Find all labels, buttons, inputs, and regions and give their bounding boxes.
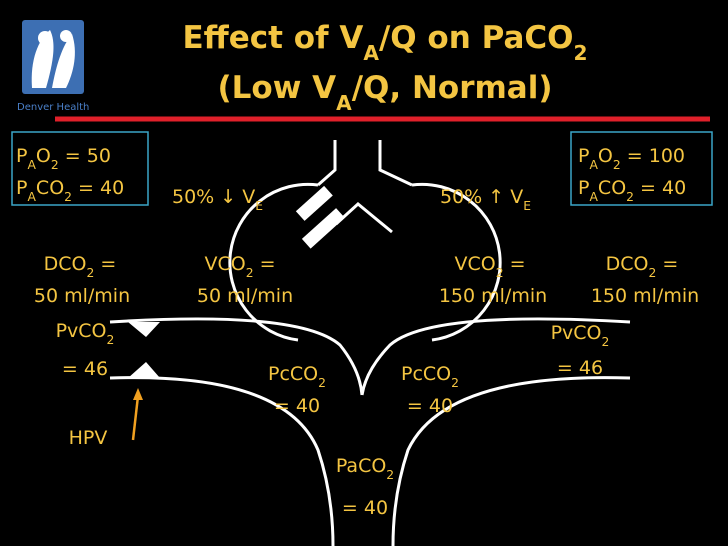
subscript: 2 — [602, 335, 610, 349]
text-part: O — [36, 145, 51, 167]
text-part: = — [656, 253, 678, 275]
production: VCO2 = — [454, 253, 525, 280]
subscript: 2 — [246, 266, 254, 280]
text-part: PvCO — [56, 320, 107, 342]
capillary: PcCO2 — [268, 363, 326, 390]
subscript: E — [255, 199, 263, 213]
text-part: = 50 — [59, 145, 111, 167]
text-part: CO — [36, 177, 64, 199]
subscript: E — [523, 199, 531, 213]
right-box — [570, 131, 713, 206]
text-part: P — [16, 145, 27, 167]
ventilation: 50% ↓ VE — [172, 186, 263, 213]
venous: PvCO2 — [551, 322, 610, 349]
subscript: A — [589, 158, 598, 172]
ventilation: 50% ↑ VE — [440, 186, 531, 213]
subscript: A — [27, 190, 36, 204]
text-part: /Q on PaCO — [379, 20, 574, 56]
logo — [22, 20, 84, 94]
subscript: 2 — [107, 333, 115, 347]
text-part: O — [598, 145, 613, 167]
subscript: 2 — [613, 158, 621, 172]
text-part: P — [578, 145, 589, 167]
subscript: 2 — [649, 266, 657, 280]
subscript: A — [589, 190, 598, 204]
production-rate: 150 ml/min — [439, 285, 547, 307]
text-part: VCO — [454, 253, 495, 275]
production-rate: 50 ml/min — [197, 285, 293, 307]
text-part: = — [254, 253, 276, 275]
text-part: VCO — [204, 253, 245, 275]
text-part: PcCO — [401, 363, 451, 385]
subscript: A — [336, 91, 352, 115]
text-part: 50% ↑ V — [440, 186, 523, 208]
subscript: 2 — [64, 190, 72, 204]
capillary-value: = 40 — [274, 395, 320, 417]
subscript: 2 — [87, 266, 95, 280]
text-part: = — [504, 253, 526, 275]
arterial-value: = 40 — [342, 497, 388, 519]
lung-diagram — [109, 140, 631, 546]
text-part: 50% ↓ V — [172, 186, 255, 208]
subscript: A — [363, 41, 379, 65]
subscript: 2 — [51, 158, 59, 172]
venous-value: = 46 — [557, 357, 603, 379]
text-part: P — [16, 177, 27, 199]
diffusion-rate: 50 ml/min — [34, 285, 130, 307]
production: VCO2 = — [204, 253, 275, 280]
text-part: PcCO — [268, 363, 318, 385]
text-part: = 100 — [621, 145, 685, 167]
text-part: DCO — [606, 253, 649, 275]
text-part: CO — [598, 177, 626, 199]
box-line: PAO2 = 50 — [16, 145, 111, 172]
text-part: P — [578, 177, 589, 199]
subscript: 2 — [626, 190, 634, 204]
title-line: Effect of VA/Q on PaCO2 — [182, 20, 587, 65]
arterial-label: PaCO2 — [336, 455, 394, 482]
diffusion: DCO2 = — [606, 253, 679, 280]
capillary: PcCO2 — [401, 363, 459, 390]
text-part: DCO — [44, 253, 87, 275]
venous: PvCO2 — [56, 320, 115, 347]
title-line: (Low VA/Q, Normal) — [217, 70, 552, 115]
subscript: 2 — [386, 468, 394, 482]
left-box — [11, 131, 149, 206]
text-part: = — [94, 253, 116, 275]
capillary-value: = 40 — [407, 395, 453, 417]
hpv: HPV — [69, 427, 108, 449]
box-line: PACO2 = 40 — [16, 177, 124, 204]
box-line: PACO2 = 40 — [578, 177, 686, 204]
text-part: Effect of V — [182, 20, 363, 56]
text-part: /Q, Normal) — [352, 70, 553, 106]
subscript: 2 — [451, 376, 459, 390]
box-line: PAO2 = 100 — [578, 145, 685, 172]
subscript: 2 — [318, 376, 326, 390]
venous-value: = 46 — [62, 358, 108, 380]
diffusion: DCO2 = — [44, 253, 117, 280]
text-part: PvCO — [551, 322, 602, 344]
subscript: 2 — [574, 41, 588, 65]
subscript: 2 — [496, 266, 504, 280]
diffusion-rate: 150 ml/min — [591, 285, 699, 307]
text-part: (Low V — [217, 70, 336, 106]
subscript: A — [27, 158, 36, 172]
text-part: = 40 — [72, 177, 124, 199]
text-part: = 40 — [634, 177, 686, 199]
logo-caption: Denver Health — [17, 102, 89, 113]
text-part: PaCO — [336, 455, 386, 477]
